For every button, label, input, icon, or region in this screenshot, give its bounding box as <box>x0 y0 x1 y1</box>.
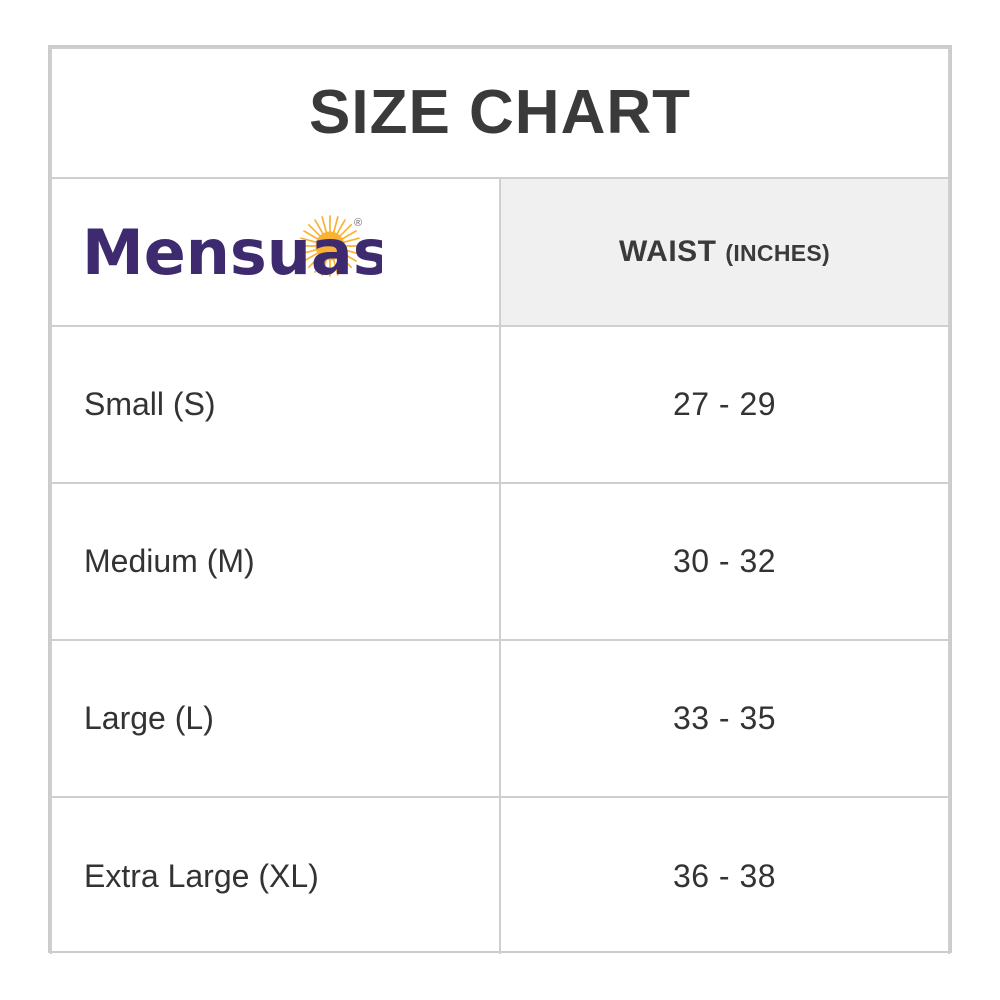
waist-header-cell: WAIST (INCHES) <box>499 177 950 327</box>
brand-logo-cell: Mensuas ® <box>50 177 501 327</box>
size-chart-table-frame: SIZE CHART <box>48 45 952 954</box>
size-label-cell: Extra Large (XL) <box>50 796 501 954</box>
brand-wordmark: Mensuas <box>82 216 382 289</box>
size-label: Medium (M) <box>84 543 255 579</box>
registered-trademark-icon: ® <box>354 217 362 229</box>
title-row: SIZE CHART <box>50 47 950 179</box>
size-label: Large (L) <box>84 700 214 736</box>
title-cell: SIZE CHART <box>50 47 950 179</box>
size-label: Extra Large (XL) <box>84 857 319 894</box>
size-chart-table: SIZE CHART <box>50 47 950 954</box>
waist-value: 27 - 29 <box>672 386 777 422</box>
sunburst-icon <box>299 215 361 277</box>
brand-logo: Mensuas ® <box>82 212 382 292</box>
waist-value: 36 - 38 <box>672 857 777 894</box>
waist-value: 30 - 32 <box>672 543 777 579</box>
waist-header-unit: (INCHES) <box>725 240 830 266</box>
waist-value: 33 - 35 <box>672 700 777 736</box>
waist-value-cell: 36 - 38 <box>499 796 950 954</box>
waist-value-cell: 27 - 29 <box>499 325 950 484</box>
table-row: Extra Large (XL) 36 - 38 <box>50 796 950 954</box>
table-row: Small (S) 27 - 29 <box>50 325 950 484</box>
waist-header-label: WAIST <box>619 235 717 268</box>
table-row: Medium (M) 30 - 32 <box>50 482 950 641</box>
size-label: Small (S) <box>84 386 216 422</box>
size-label-cell: Large (L) <box>50 639 501 798</box>
table-row: Large (L) 33 - 35 <box>50 639 950 798</box>
waist-value-cell: 30 - 32 <box>499 482 950 641</box>
size-label-cell: Small (S) <box>50 325 501 484</box>
mensuas-logo-svg: Mensuas ® <box>82 215 382 289</box>
page-title: SIZE CHART <box>309 78 691 147</box>
waist-value-cell: 33 - 35 <box>499 639 950 798</box>
size-label-cell: Medium (M) <box>50 482 501 641</box>
table-header-row: Mensuas ® WAIST (INCHES) <box>50 177 950 327</box>
